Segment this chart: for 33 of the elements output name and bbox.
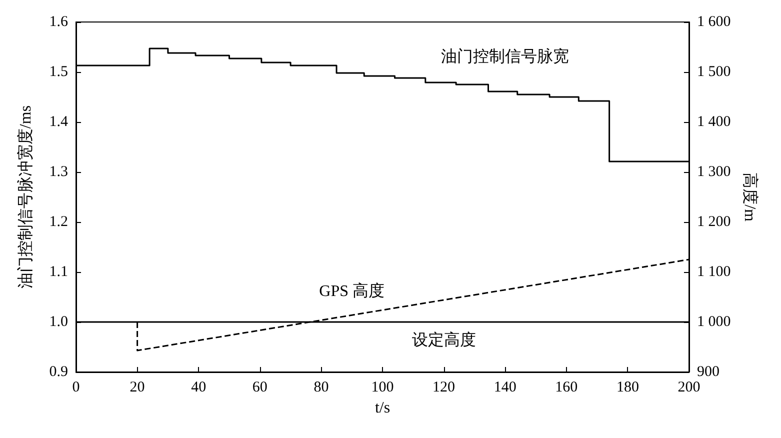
y-tick-label: 1.4: [49, 114, 68, 130]
x-tick-label: 40: [191, 380, 206, 396]
y-tick-label: 1.5: [49, 64, 68, 80]
annotation: 油门控制信号脉宽: [441, 48, 570, 66]
x-axis-title: t/s: [374, 400, 390, 416]
x-tick-label: 120: [432, 380, 456, 396]
annotation: GPS 高度: [319, 282, 385, 300]
y2-tick-label: 1 600: [697, 14, 731, 30]
y2-tick-label: 1 200: [697, 214, 731, 230]
x-tick-label: 0: [72, 380, 80, 396]
y2-tick-label: 1 300: [697, 164, 731, 180]
x-tick-label: 180: [616, 380, 639, 396]
x-tick-label: 140: [494, 380, 516, 396]
x-tick-label: 100: [371, 380, 394, 396]
x-tick-label: 80: [314, 380, 329, 396]
y-tick-label: 0.9: [49, 364, 68, 380]
x-tick-label: 60: [252, 380, 268, 396]
y2-tick-label: 1 000: [697, 314, 731, 330]
y2-tick-label: 1 400: [697, 114, 731, 130]
y-tick-label: 1.2: [49, 214, 68, 230]
y2-tick-label: 1 100: [697, 264, 731, 280]
y-tick-label: 1.0: [49, 314, 68, 330]
x-tick-label: 20: [130, 380, 145, 396]
x-tick-label: 200: [678, 380, 700, 396]
y-axis-title: 油门控制信号脉冲宽度/ms: [16, 105, 34, 289]
x-tick-label: 160: [555, 380, 578, 396]
y-tick-label: 1.3: [49, 164, 68, 180]
annotation: 设定高度: [412, 331, 476, 349]
y2-tick-label: 900: [697, 364, 720, 380]
y-tick-label: 1.1: [49, 264, 68, 280]
y2-tick-label: 1 500: [697, 64, 731, 80]
y-tick-label: 1.6: [49, 14, 68, 30]
y2-axis-title: 高度/m: [741, 172, 760, 222]
